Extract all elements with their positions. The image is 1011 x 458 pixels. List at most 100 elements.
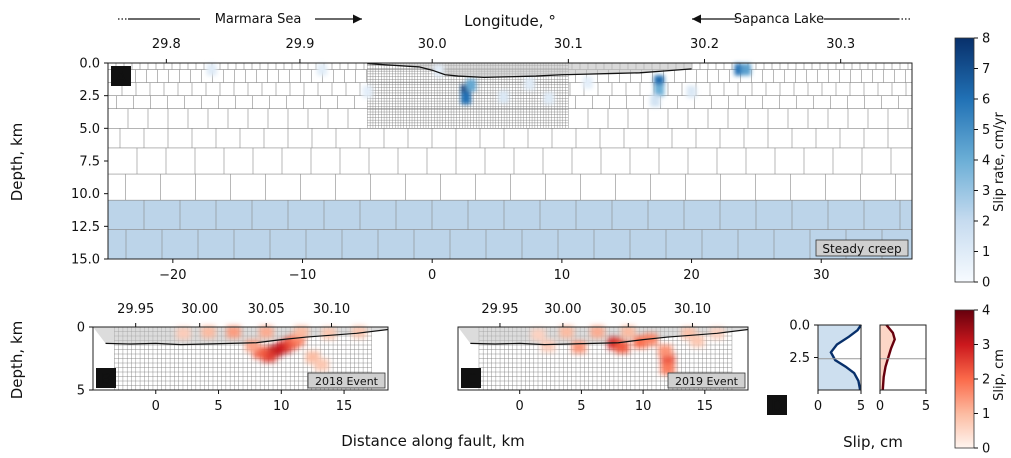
ytick-label-a: 5.0 [79, 122, 100, 137]
badge-bg-a [111, 66, 131, 86]
xtick-label-c: 5 [577, 399, 585, 414]
slip-rate-patch [686, 85, 697, 98]
slip-rate-patch [650, 94, 661, 107]
slip-patches-b [176, 326, 367, 371]
surface-trace-c [470, 328, 749, 346]
xtick-label-b: 15 [336, 399, 353, 414]
sapanca-label: Sapanca Lake [734, 12, 824, 27]
top-tick-label-c: 29.95 [481, 302, 518, 317]
colorbar-tick-label-rate: 3 [982, 184, 990, 199]
xtick-label-c: 10 [635, 399, 652, 414]
slip-rate-patch [466, 79, 477, 92]
top-tick-label-a: 30.2 [690, 37, 719, 52]
colorbar-tick-label-slip: 2 [982, 373, 990, 388]
top-tick-label-a: 30.1 [554, 37, 583, 52]
colorbar-slip [954, 309, 975, 449]
badge-bg-d [767, 395, 787, 415]
depth-label-a: Depth, km [8, 123, 26, 202]
xtick-label-a: 0 [428, 268, 436, 283]
panel-d: 0 50.02.50 5D [767, 319, 930, 415]
depth-label-b: Depth, km [8, 321, 26, 400]
slip-patch-b [245, 339, 260, 352]
slip-patch-c [590, 326, 605, 339]
slip-patch-c [559, 326, 574, 339]
slip-profile-fill-d-creep [818, 325, 861, 390]
top-tick-label-a: 30.0 [418, 37, 447, 52]
xtick-label-a: 10 [554, 268, 571, 283]
panel-a: 0.0 2.5 5.0 7.5 10.0 12.5 15.0 −20 −10 0 10 20 30 29.… [71, 37, 913, 283]
top-tick-label-c: 30.00 [544, 302, 581, 317]
marmara-arrow [118, 14, 362, 24]
colorbar-tick-label-rate: 8 [982, 32, 990, 47]
top-tick-label-b: 29.95 [117, 302, 154, 317]
slip-patch-b [294, 326, 309, 339]
ytick-label-d-creep: 0.0 [789, 319, 810, 334]
slip-rate-patch [460, 92, 471, 105]
slip-rate-patch [654, 75, 665, 88]
caption-box-b [307, 372, 386, 389]
slip-rate-patches [206, 63, 752, 107]
caption-b: 2018 Event [315, 375, 379, 388]
badge-bg-c [461, 368, 481, 388]
top-tick-label-a: 29.8 [152, 37, 181, 52]
panel-letter-d: D [771, 397, 783, 415]
slip-rate-patch [498, 90, 509, 103]
colorbar-rate [954, 37, 975, 283]
ytick-label-a: 15.0 [71, 253, 100, 268]
panel-letter-c: C [466, 370, 476, 388]
ytick-label-b: 0 [77, 321, 85, 336]
slip-patch-c [660, 362, 675, 375]
colorbar-tick-label-rate: 7 [982, 62, 990, 77]
slip-rate-patch [582, 76, 593, 89]
top-tick-label-b: 30.00 [181, 302, 218, 317]
caption-box-a [815, 239, 909, 257]
top-tick-label-c: 30.05 [610, 302, 647, 317]
panel-letter-a: A [116, 68, 127, 86]
colorbar-tick-label-slip: 4 [982, 304, 990, 319]
slip-patch-b [352, 326, 367, 339]
slip-rate-patch [741, 63, 752, 76]
frame-d-events [879, 324, 927, 391]
xtick-label-d-creep: 5 [857, 399, 865, 414]
colorbars: 0 1 2 3 4 5 6 7 8 0 1 2 3 4 [954, 32, 990, 457]
surface-shade-a [367, 63, 692, 78]
colorbar-bottom-label: Slip, cm [992, 349, 1007, 401]
ytick-label-a: 10.0 [71, 187, 100, 202]
colorbar-tick-label-rate: 2 [982, 215, 990, 230]
slip-rate-patch [433, 64, 444, 77]
xtick-label-a: −20 [159, 268, 186, 283]
slip-patch-c [615, 341, 630, 354]
colorbar-tick-label-rate: 0 [982, 276, 990, 291]
xtick-label-b: 0 [152, 399, 160, 414]
distance-label: Distance along fault, km [341, 432, 525, 450]
slip-profile-line-d-events [881, 324, 896, 391]
top-tick-label-b: 30.10 [313, 302, 350, 317]
surface-trace-a [367, 63, 692, 79]
mesh-a [108, 62, 912, 259]
colorbar-tick-label-slip: 0 [982, 442, 990, 455]
colorbar-top-label: Slip rate, cm/yr [992, 111, 1007, 211]
panel-b: 0 5 0 5 10 15 29.95 30.00 30.05 30.10 B 2018 Event [77, 302, 389, 414]
xtick-label-d-creep: 0 [814, 399, 822, 414]
slip-patch-c [690, 334, 705, 347]
slip-patch-b [176, 327, 191, 340]
xtick-label-a: 20 [683, 268, 700, 283]
slip-profile-line-d-creep [829, 324, 863, 391]
xtick-label-b: 10 [273, 399, 290, 414]
surface-trace-b [105, 328, 389, 346]
colorbar-tick-label-rate: 1 [982, 245, 990, 260]
ytick-label-a: 12.5 [71, 220, 100, 235]
colorbar-tick-label-rate: 6 [982, 93, 990, 108]
slip-patches-c [531, 326, 725, 375]
colorbar-tick-label-rate: 5 [982, 123, 990, 138]
frame-b [92, 326, 389, 391]
ytick-label-a: 7.5 [79, 155, 100, 170]
slip-patch-c [658, 344, 673, 357]
ytick-label-a: 2.5 [79, 89, 100, 104]
caption-a: Steady creep [822, 242, 901, 256]
slip-patch-c [643, 333, 658, 346]
marmara-label: Marmara Sea [215, 12, 302, 27]
ytick-label-a: 0.0 [79, 57, 100, 72]
slip-patch-c [541, 339, 556, 352]
